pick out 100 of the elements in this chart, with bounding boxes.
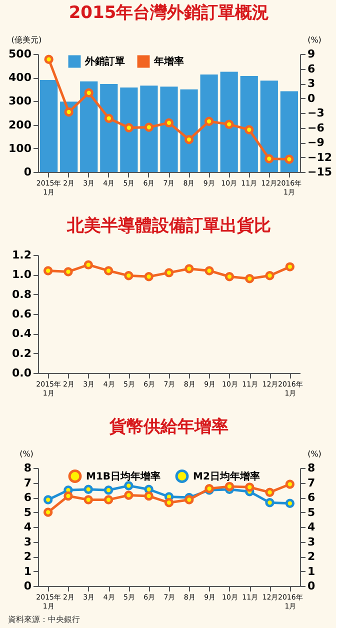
point: [104, 114, 114, 124]
legend-label: 外銷訂單: [84, 56, 125, 68]
point: [285, 480, 295, 489]
point: [104, 486, 114, 495]
point: [44, 54, 54, 64]
point: [64, 267, 73, 276]
point: [84, 484, 93, 494]
y2-tick-label: 7: [308, 476, 316, 490]
point: [265, 488, 274, 497]
bar: [220, 72, 238, 172]
y-tick-label: 0.8: [12, 288, 32, 301]
point: [184, 264, 194, 274]
y2-axis-title: (%): [308, 36, 322, 44]
bar: [60, 102, 78, 172]
point: [285, 498, 295, 508]
y-tick-label: 200: [8, 118, 32, 132]
point: [244, 125, 254, 134]
point: [224, 120, 234, 129]
point: [204, 266, 214, 276]
legend-label: M2日均年增率: [193, 470, 260, 482]
point: [224, 272, 234, 282]
y2-axis-title: (%): [308, 450, 322, 458]
point: [43, 508, 53, 517]
bar: [80, 81, 98, 172]
y2-tick-label: 1: [308, 564, 316, 578]
bar: [280, 91, 298, 172]
y-tick-label: 500: [8, 48, 32, 60]
point: [84, 88, 94, 98]
point: [64, 107, 74, 117]
chart-title: 2015年台灣外銷訂單概況: [68, 3, 270, 23]
y2-tick-label: 2: [308, 550, 316, 563]
y2-tick-label: 3: [308, 535, 316, 548]
y-tick-label: 1: [24, 564, 32, 578]
point: [124, 481, 134, 490]
y-tick-label: 6: [24, 491, 32, 504]
point: [204, 116, 214, 126]
point: [184, 134, 194, 144]
y-tick-label: 100: [8, 142, 32, 155]
y-tick-label: 7: [24, 476, 32, 490]
y2-tick-label: 5: [308, 506, 316, 519]
point: [245, 274, 254, 284]
bar: [180, 89, 198, 172]
y2-tick-label: −3: [308, 106, 324, 120]
bar: [100, 84, 118, 172]
bar: [40, 80, 58, 172]
legend-label: M1B日均年增率: [86, 470, 161, 482]
y2-tick-label: −12: [308, 150, 332, 164]
point: [84, 260, 93, 270]
bar: [160, 86, 178, 172]
chart-title: 貨幣供給年增率: [108, 417, 228, 437]
y-tick-label: 1.0: [12, 268, 32, 282]
y2-tick-label: 3: [308, 77, 316, 90]
y2-tick-label: 0: [308, 580, 316, 592]
y-tick-label: 3: [24, 535, 32, 548]
y-tick-label: 0.0: [12, 366, 32, 380]
y-tick-label: 1.2: [12, 248, 32, 262]
bar: [120, 88, 138, 172]
y2-tick-label: 0: [308, 92, 316, 105]
y-tick-label: 5: [24, 506, 32, 519]
point: [265, 271, 274, 280]
y-tick-label: 0: [24, 166, 32, 178]
source-note: 資料來源：中央銀行: [8, 615, 80, 624]
bar: [200, 74, 218, 172]
y2-tick-label: 9: [308, 48, 316, 60]
point: [144, 491, 154, 501]
y2-tick-label: 8: [308, 462, 316, 474]
point: [43, 495, 53, 504]
point: [285, 262, 295, 272]
y-tick-label: 400: [8, 71, 32, 84]
point: [164, 118, 174, 128]
y-tick-label: 0.6: [12, 308, 32, 320]
bar: [140, 86, 158, 172]
y2-tick-label: −9: [308, 136, 324, 149]
point: [265, 498, 274, 508]
point: [284, 154, 294, 164]
y2-tick-label: 6: [308, 62, 316, 76]
y2-tick-label: −6: [308, 121, 325, 134]
y-tick-label: 8: [24, 462, 32, 474]
point: [104, 266, 114, 276]
point: [144, 272, 154, 282]
bar: [240, 76, 258, 172]
point: [43, 266, 53, 276]
y-axis-title: (億美元): [11, 36, 42, 44]
point: [144, 122, 154, 132]
y2-tick-label: 6: [308, 491, 316, 504]
point: [164, 268, 174, 278]
point: [104, 495, 114, 504]
y-axis-title: (%): [20, 450, 34, 458]
y-tick-label: 2: [24, 550, 32, 563]
point: [245, 482, 254, 492]
legend-label: 年增率: [153, 56, 184, 68]
y-tick-label: 0.4: [12, 327, 32, 340]
y-tick-label: 0.2: [12, 346, 32, 360]
point: [84, 495, 93, 504]
point: [124, 271, 134, 280]
y-tick-label: 300: [8, 94, 32, 108]
chart-title: 北美半導體設備訂單出貨比: [66, 216, 271, 236]
y-tick-label: 0: [24, 580, 32, 592]
point: [224, 482, 234, 492]
point: [264, 154, 274, 164]
